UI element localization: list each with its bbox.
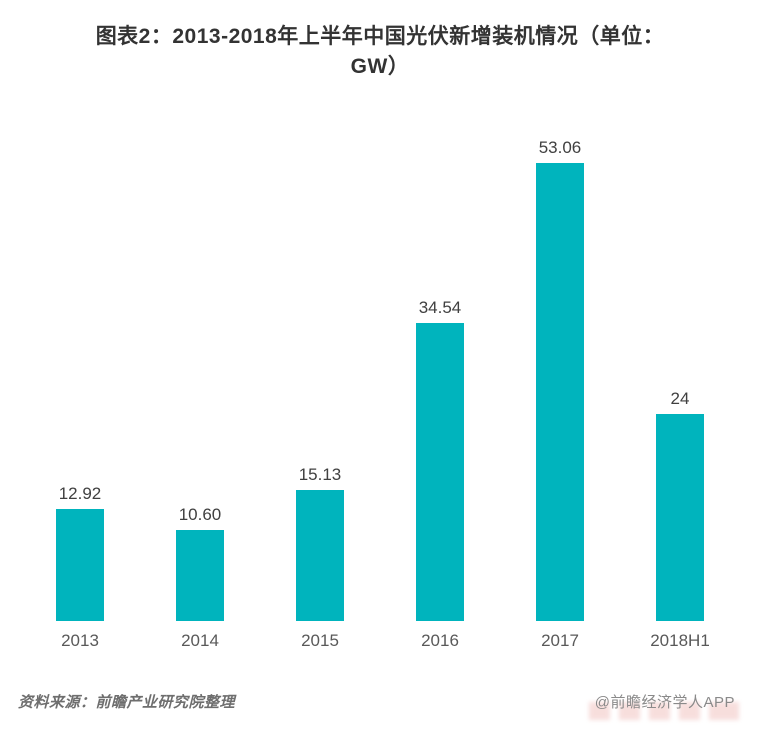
bar-value-label: 12.92: [58, 484, 102, 503]
bar-column-2014: 10.60: [140, 505, 260, 621]
bar-2017: [536, 163, 584, 621]
bar-column-2016: 34.54: [380, 298, 500, 621]
x-tick-label-2014: 2014: [181, 631, 219, 650]
bar-value-label: 34.54: [418, 298, 462, 317]
bar-column-2015: 15.13: [260, 465, 380, 621]
bar-value-label: 24: [670, 389, 690, 408]
bar-column-2013: 12.92: [20, 484, 140, 621]
source-note: 资料来源：前瞻产业研究院整理: [18, 694, 236, 711]
bar-2016: [416, 323, 464, 621]
footer: 资料来源：前瞻产业研究院整理 @前瞻经济学人APP: [0, 691, 760, 720]
bar-value-label: 53.06: [538, 138, 582, 157]
credit-note: @前瞻经济学人APP: [594, 694, 735, 711]
bar-2015: [296, 490, 344, 621]
x-tick-label-2013: 2013: [61, 631, 99, 650]
bar-value-label: 15.13: [298, 465, 342, 484]
x-tick-label-2017: 2017: [541, 631, 579, 650]
x-axis: 2013 2014 2015 2016 2017 2018H1: [20, 631, 740, 651]
bar-2014: [176, 530, 224, 621]
chart-title: 图表2：2013-2018年上半年中国光伏新增装机情况（单位： GW）: [95, 25, 665, 78]
bar-2018H1: [656, 414, 704, 621]
bar-value-label: 10.60: [178, 505, 222, 524]
x-tick-label-2015: 2015: [301, 631, 339, 650]
credit-wrap: @前瞻经济学人APP: [589, 691, 739, 720]
bar-chart: 12.92 10.60 15.13 34.54 53.06 24: [20, 138, 740, 621]
x-tick-label-2018H1: 2018H1: [650, 631, 710, 650]
bar-column-2017: 53.06: [500, 138, 620, 621]
bar-2013: [56, 509, 104, 621]
bar-column-2018H1: 24: [620, 389, 740, 621]
watermark: [589, 702, 739, 720]
x-tick-label-2016: 2016: [421, 631, 459, 650]
